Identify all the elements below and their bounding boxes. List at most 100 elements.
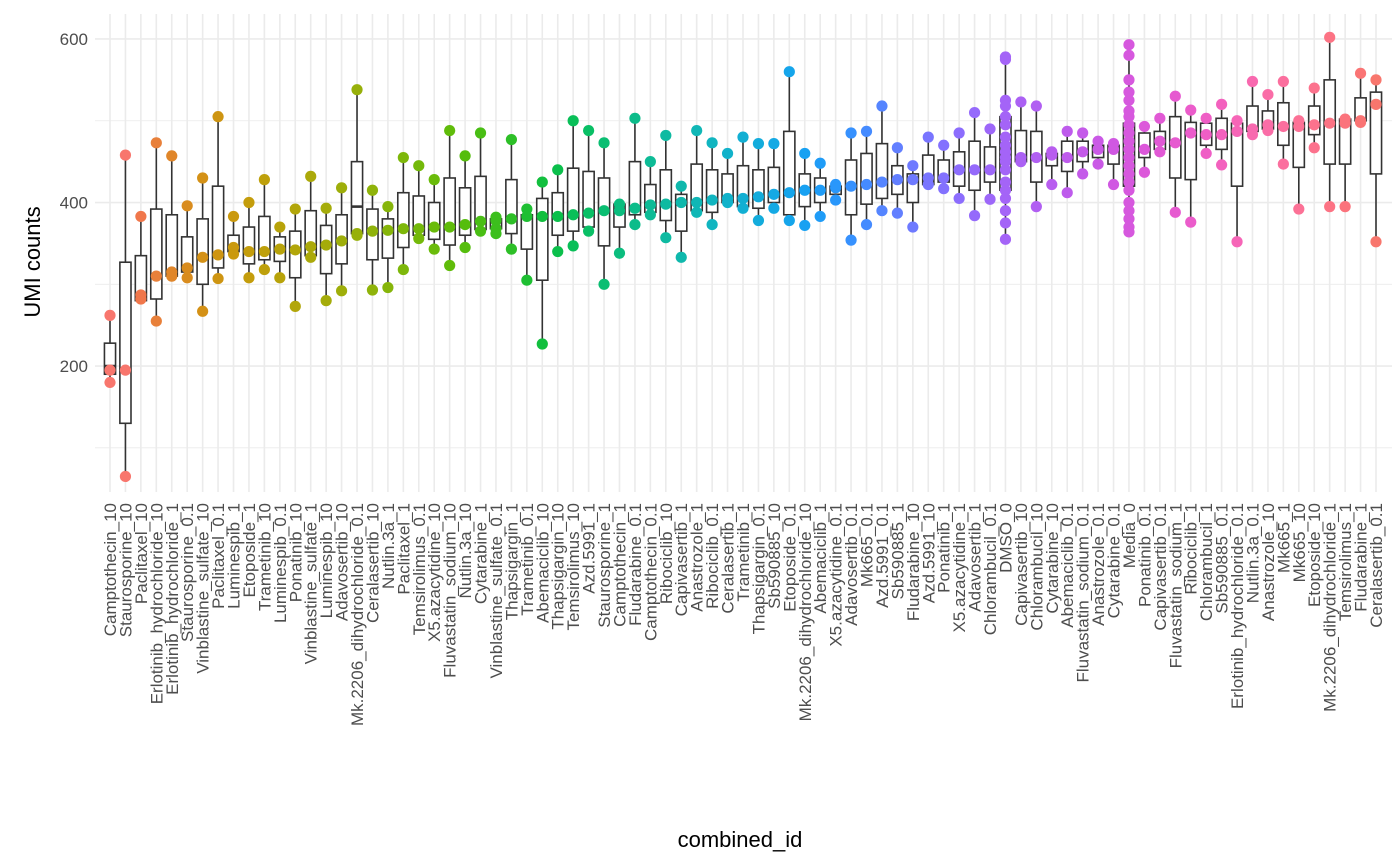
data-point (1061, 151, 1073, 164)
boxplot-group (535, 176, 549, 350)
data-point (999, 233, 1012, 245)
boxplot-group (1184, 104, 1198, 228)
data-point (104, 376, 116, 389)
data-point (459, 241, 471, 254)
data-point (227, 248, 240, 260)
boxplot-group (875, 100, 889, 217)
data-point (629, 218, 641, 231)
data-point (814, 210, 826, 223)
y-tick-label: 400 (60, 194, 88, 213)
y-axis-title: UMI counts (20, 206, 45, 317)
data-point (1077, 127, 1089, 139)
data-point (1030, 201, 1042, 213)
data-point (567, 115, 579, 127)
data-point (845, 180, 857, 192)
data-point (227, 210, 240, 223)
data-point (536, 210, 548, 223)
x-tick-label: Paclitaxel_0.1 (209, 503, 228, 609)
data-point (598, 137, 610, 149)
boxplots (103, 31, 1383, 483)
boxplot-group (180, 200, 194, 284)
x-tick-label: Capivasertib_0.1 (1151, 503, 1170, 631)
data-point (1185, 216, 1197, 228)
x-tick-label: Adavosertib_10 (333, 503, 352, 621)
data-point (891, 142, 903, 154)
x-axis-title: combined_id (678, 827, 803, 852)
data-point (891, 174, 903, 186)
data-point (335, 182, 348, 194)
x-tick-label: Thapsigargin_0.1 (749, 503, 768, 634)
x-tick-label: Paclitaxel_10 (132, 503, 151, 604)
boxplot-group (1292, 115, 1306, 215)
data-point (320, 202, 332, 214)
boxplot-group (319, 202, 333, 307)
data-point (783, 187, 795, 199)
boxplot-group (1107, 138, 1120, 191)
x-tick-label: Etoposide_10 (1305, 503, 1324, 607)
data-point (274, 272, 286, 284)
data-point (691, 196, 703, 209)
box (258, 215, 271, 261)
data-point (845, 234, 857, 246)
boxplot-group (304, 170, 318, 263)
box (196, 218, 209, 286)
data-point (1077, 146, 1089, 158)
boxplot-group (119, 149, 132, 483)
x-tick-label: Luminespib_1 (225, 503, 244, 609)
data-point (243, 196, 255, 209)
x-tick-label: Erlotinib_hydrochloride_10 (147, 503, 166, 704)
x-tick-label: Erlotinib_hydrochloride_0.1 (1228, 503, 1247, 709)
y-tick-label: 200 (60, 357, 88, 376)
data-point (629, 202, 641, 214)
boxplot-group (196, 172, 209, 317)
x-tick-label: Temsirolimus_10 (564, 503, 583, 631)
x-tick-label: Mk.2206_dihydrochloride_1 (1321, 503, 1340, 712)
data-point (1200, 129, 1212, 141)
x-tick-label: Temsirolimus_0.1 (410, 503, 429, 635)
x-tick-label: X5.azacytidine_0.1 (827, 503, 846, 647)
data-point (1123, 143, 1135, 155)
boxplot-group (474, 127, 487, 237)
data-point (1169, 90, 1181, 102)
boxplot-group (1199, 112, 1213, 160)
boxplot-group (906, 160, 920, 233)
x-tick-label: Luminespib_0.1 (271, 503, 290, 623)
data-point (258, 245, 270, 258)
data-point (397, 151, 409, 164)
data-point (119, 149, 132, 161)
data-point (706, 137, 718, 149)
data-point (1154, 135, 1166, 147)
data-point (552, 245, 564, 258)
data-point (907, 221, 919, 233)
data-point (212, 249, 224, 261)
data-point (876, 205, 888, 217)
x-tick-label: Erlotinib_hydrochloride_1 (163, 503, 182, 695)
x-tick-label: Cytarabine_1 (472, 503, 491, 604)
data-point (984, 123, 996, 135)
boxplot-group (1029, 100, 1043, 213)
data-point (675, 180, 687, 192)
data-point (197, 172, 209, 184)
boxplot-group (690, 124, 704, 218)
data-point (197, 251, 209, 263)
data-point (907, 160, 919, 172)
data-point (1231, 125, 1243, 137)
box (505, 178, 518, 235)
data-point (104, 309, 116, 321)
data-point (968, 210, 981, 222)
data-point (1046, 149, 1058, 161)
data-point (119, 470, 132, 483)
data-point (922, 178, 934, 191)
boxplot-group (165, 150, 179, 282)
data-point (1015, 96, 1027, 108)
box (396, 191, 410, 249)
data-point (721, 147, 734, 160)
data-point (613, 205, 626, 217)
data-point (1123, 205, 1135, 217)
boxplot-group (597, 137, 611, 290)
data-point (783, 214, 795, 227)
data-point (1123, 135, 1135, 147)
data-point (104, 364, 116, 376)
data-point (907, 174, 919, 186)
data-point (1308, 119, 1320, 131)
